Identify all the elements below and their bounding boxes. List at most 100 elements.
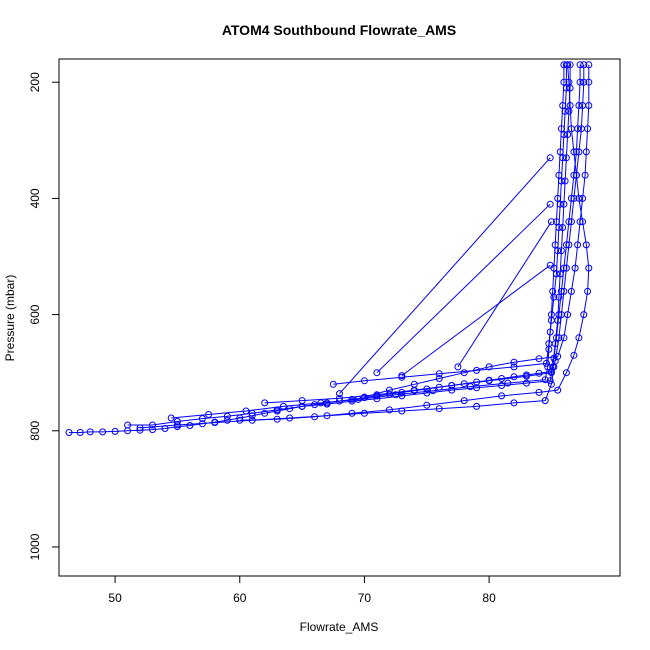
x-tick-label: 80 (482, 591, 496, 605)
data-point (76, 429, 84, 436)
series-10 (398, 261, 554, 380)
data-point (562, 84, 570, 92)
data-point (585, 102, 593, 109)
data-point (460, 369, 468, 377)
data-point (564, 131, 572, 138)
data-point (570, 171, 578, 179)
data-point (567, 194, 575, 202)
data-point (542, 359, 550, 367)
data-point (561, 177, 569, 185)
data-point (136, 424, 144, 432)
data-point (547, 218, 555, 226)
data-point (65, 429, 73, 436)
data-point (559, 154, 567, 162)
data-point (504, 379, 512, 387)
data-point (574, 125, 582, 133)
data-point (460, 397, 468, 405)
data-point (547, 369, 555, 377)
series-11 (136, 363, 558, 432)
data-point (584, 125, 592, 133)
data-point (576, 218, 584, 226)
data-point (585, 61, 593, 69)
data-point (223, 416, 231, 424)
data-point (136, 426, 144, 434)
data-point (398, 407, 406, 415)
data-point (580, 61, 588, 69)
x-tick-label: 70 (358, 591, 372, 605)
data-point (323, 412, 331, 420)
data-point (248, 416, 256, 424)
data-point (585, 78, 593, 86)
data-point (566, 102, 574, 109)
data-point (523, 372, 530, 380)
data-point (236, 416, 244, 424)
data-point (448, 382, 456, 389)
series-line (239, 64, 590, 421)
data-point (560, 264, 568, 272)
data-point (541, 397, 549, 405)
plot-frame (58, 58, 621, 577)
data-point (336, 390, 343, 398)
data-point (554, 247, 562, 255)
series-line (139, 366, 555, 429)
data-point (510, 373, 518, 381)
chart-title: ATOM4 Southbound Flowrate_AMS (222, 22, 456, 38)
data-point (373, 369, 381, 377)
data-point (562, 61, 570, 69)
series-9 (454, 218, 555, 371)
data-point (205, 411, 213, 418)
data-point (546, 377, 554, 385)
data-point (546, 200, 554, 208)
data-point (575, 102, 583, 109)
data-point (86, 428, 94, 436)
data-point (385, 386, 393, 394)
data-point (572, 148, 580, 156)
data-point (567, 287, 575, 295)
data-point (435, 405, 443, 413)
data-point (198, 415, 206, 423)
data-point (398, 372, 406, 380)
data-point (550, 293, 558, 301)
data-point (360, 377, 368, 385)
series-line (69, 64, 585, 433)
series-0 (65, 61, 588, 436)
data-point (286, 414, 294, 422)
data-point (547, 380, 555, 388)
data-point (448, 386, 456, 394)
data-point (348, 409, 356, 417)
data-point (582, 241, 590, 249)
series-line (376, 203, 551, 374)
series-1 (124, 61, 574, 429)
data-point (261, 399, 269, 407)
series-4 (261, 61, 584, 407)
data-point (581, 171, 589, 179)
data-point (111, 427, 119, 435)
data-point (99, 428, 107, 436)
data-point (560, 334, 568, 342)
data-point (223, 412, 231, 420)
data-point (242, 407, 250, 415)
data-point (562, 241, 570, 249)
data-point (579, 194, 587, 202)
y-tick-label: 600 (28, 304, 42, 324)
series-line (127, 64, 571, 426)
data-point (582, 148, 590, 156)
data-point (541, 376, 549, 384)
data-point (535, 388, 543, 396)
series-line (457, 221, 552, 368)
y-tick-label: 800 (28, 420, 42, 440)
series-line (333, 64, 567, 385)
data-point (279, 402, 287, 410)
data-point (329, 380, 337, 388)
data-point (360, 409, 368, 417)
data-point (173, 421, 181, 429)
data-point (554, 352, 562, 360)
data-point (410, 380, 418, 388)
data-point (560, 200, 568, 208)
data-point (124, 421, 132, 429)
y-tick-label: 200 (28, 72, 42, 92)
data-point (473, 402, 481, 410)
data-point (547, 316, 555, 324)
data-point (575, 194, 583, 202)
data-point (167, 414, 175, 422)
